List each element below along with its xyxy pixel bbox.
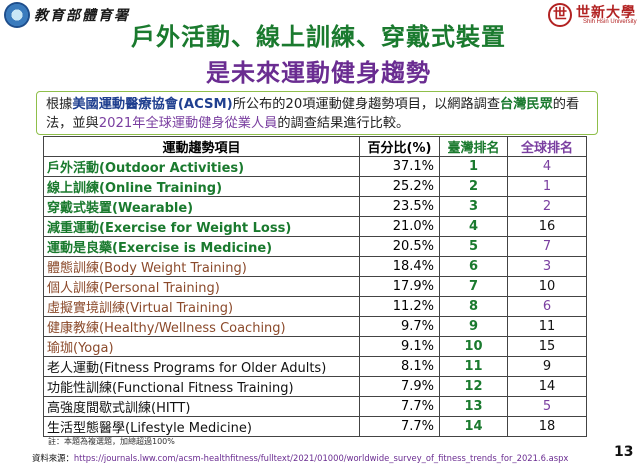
trend-percent: 8.1% xyxy=(359,356,440,377)
trend-item: 功能性訓練(Functional Fitness Training) xyxy=(43,376,360,397)
trends-table: 運動趨勢項目 百分比(%) 臺灣排名 全球排名 戶外活動(Outdoor Act… xyxy=(43,136,587,437)
table-row: 戶外活動(Outdoor Activities) 37.1% 1 4 xyxy=(43,156,587,177)
desc-text: 的調查結果進行比較。 xyxy=(277,116,410,131)
table-row: 瑜珈(Yoga) 9.1% 10 15 xyxy=(43,336,587,357)
taiwan-rank: 8 xyxy=(439,296,508,317)
global-rank: 4 xyxy=(507,156,587,177)
trend-percent: 21.0% xyxy=(359,216,440,237)
slide-title-line2: 是未來運動健身趨勢 xyxy=(206,59,431,87)
global-rank: 16 xyxy=(507,216,587,237)
table-row: 運動是良藥(Exercise is Medicine) 20.5% 5 7 xyxy=(43,236,587,257)
global-rank: 15 xyxy=(507,336,587,357)
description-box: 根據美國運動醫療協會(ACSM)所公布的20項運動健身趨勢項目，以網路調查台灣民… xyxy=(36,91,598,135)
global-rank: 7 xyxy=(507,236,587,257)
trend-item: 減重運動(Exercise for Weight Loss) xyxy=(43,216,360,237)
trend-percent: 17.9% xyxy=(359,276,440,297)
table-row: 體態訓練(Body Weight Training) 18.4% 6 3 xyxy=(43,256,587,277)
trend-percent: 7.7% xyxy=(359,396,440,417)
trend-item: 線上訓練(Online Training) xyxy=(43,176,360,197)
trend-percent: 18.4% xyxy=(359,256,440,277)
trend-percent: 9.1% xyxy=(359,336,440,357)
global-rank: 11 xyxy=(507,316,587,337)
desc-text: 所公布的20項運動健身趨勢項目，以網路調查 xyxy=(232,97,501,112)
shu-org-name: 世新大學 xyxy=(576,5,636,21)
source-line: 資料來源：https://journals.lww.com/acsm-healt… xyxy=(32,452,568,464)
table-row: 生活型態醫學(Lifestyle Medicine) 7.7% 14 18 xyxy=(43,416,587,437)
source-label: 資料來源： xyxy=(32,453,74,463)
trend-item: 健康教練(Healthy/Wellness Coaching) xyxy=(43,316,360,337)
taiwan-rank: 7 xyxy=(439,276,508,297)
global-rank: 10 xyxy=(507,276,587,297)
trend-item: 生活型態醫學(Lifestyle Medicine) xyxy=(43,416,360,437)
trend-item: 體態訓練(Body Weight Training) xyxy=(43,256,360,277)
trend-percent: 9.7% xyxy=(359,316,440,337)
slide-title-line1: 戶外活動、線上訓練、穿戴式裝置 xyxy=(131,23,506,51)
header-global-rank: 全球排名 xyxy=(507,136,587,157)
global-rank: 1 xyxy=(507,176,587,197)
footnote: 註：本題為複選題，加總超過100% xyxy=(48,437,175,446)
taiwan-rank: 5 xyxy=(439,236,508,257)
trend-item: 戶外活動(Outdoor Activities) xyxy=(43,156,360,177)
source-link[interactable]: https://journals.lww.com/acsm-healthfitn… xyxy=(73,453,569,463)
taiwan-rank: 10 xyxy=(439,336,508,357)
global-rank: 9 xyxy=(507,356,587,377)
global-rank: 3 xyxy=(507,256,587,277)
trend-percent: 20.5% xyxy=(359,236,440,257)
global-rank: 2 xyxy=(507,196,587,217)
trend-percent: 11.2% xyxy=(359,296,440,317)
table-body: 戶外活動(Outdoor Activities) 37.1% 1 4 線上訓練(Onli… xyxy=(43,156,587,437)
trend-item: 個人訓練(Personal Training) xyxy=(43,276,360,297)
table-row: 線上訓練(Online Training) 25.2% 2 1 xyxy=(43,176,587,197)
desc-text: 根據 xyxy=(46,97,73,112)
taiwan-rank: 4 xyxy=(439,216,508,237)
desc-global: 2021年全球運動健身從業人員 xyxy=(98,116,278,131)
taiwan-rank: 11 xyxy=(439,356,508,377)
header-percent: 百分比(%) xyxy=(359,136,440,157)
trend-percent: 7.7% xyxy=(359,416,440,437)
global-rank: 14 xyxy=(507,376,587,397)
taiwan-rank: 12 xyxy=(439,376,508,397)
page-number: 13 xyxy=(614,444,634,460)
table-row: 高強度間歇式訓練(HITT) 7.7% 13 5 xyxy=(43,396,587,417)
table-row: 穿戴式裝置(Wearable) 23.5% 3 2 xyxy=(43,196,587,217)
global-rank: 5 xyxy=(507,396,587,417)
desc-text: 的看法，並與 xyxy=(46,97,580,131)
taiwan-rank: 9 xyxy=(439,316,508,337)
table-row: 健康教練(Healthy/Wellness Coaching) 9.7% 9 11 xyxy=(43,316,587,337)
shu-org-name-en: Shih Hsin University xyxy=(583,19,637,25)
trend-percent: 7.9% xyxy=(359,376,440,397)
header-item: 運動趨勢項目 xyxy=(43,136,360,157)
trend-percent: 37.1% xyxy=(359,156,440,177)
header-taiwan-rank: 臺灣排名 xyxy=(439,136,508,157)
table-header-row: 運動趨勢項目 百分比(%) 臺灣排名 全球排名 xyxy=(43,136,587,157)
table-row: 老人運動(Fitness Programs for Older Adults) 8… xyxy=(43,356,587,377)
moe-logo-icon xyxy=(4,2,30,28)
trend-percent: 25.2% xyxy=(359,176,440,197)
shu-logo-icon: 世 xyxy=(548,3,572,27)
taiwan-rank: 1 xyxy=(439,156,508,177)
taiwan-rank: 14 xyxy=(439,416,508,437)
table-row: 功能性訓練(Functional Fitness Training) 7.9% 12… xyxy=(43,376,587,397)
trend-item: 運動是良藥(Exercise is Medicine) xyxy=(43,236,360,257)
table-row: 減重運動(Exercise for Weight Loss) 21.0% 4 16 xyxy=(43,216,587,237)
desc-org: 美國運動醫療協會(ACSM) xyxy=(72,97,233,112)
global-rank: 6 xyxy=(507,296,587,317)
global-rank: 18 xyxy=(507,416,587,437)
taiwan-rank: 3 xyxy=(439,196,508,217)
trend-item: 老人運動(Fitness Programs for Older Adults) xyxy=(43,356,360,377)
desc-tw-public: 台灣民眾 xyxy=(500,97,553,112)
moe-org-name: 教育部體育署 xyxy=(34,8,130,24)
taiwan-rank: 2 xyxy=(439,176,508,197)
table-row: 虛擬實境訓練(Virtual Training) 11.2% 8 6 xyxy=(43,296,587,317)
trend-item: 高強度間歇式訓練(HITT) xyxy=(43,396,360,417)
taiwan-rank: 6 xyxy=(439,256,508,277)
trend-item: 穿戴式裝置(Wearable) xyxy=(43,196,360,217)
trend-item: 虛擬實境訓練(Virtual Training) xyxy=(43,296,360,317)
table-row: 個人訓練(Personal Training) 17.9% 7 10 xyxy=(43,276,587,297)
taiwan-rank: 13 xyxy=(439,396,508,417)
trend-item: 瑜珈(Yoga) xyxy=(43,336,360,357)
trend-percent: 23.5% xyxy=(359,196,440,217)
